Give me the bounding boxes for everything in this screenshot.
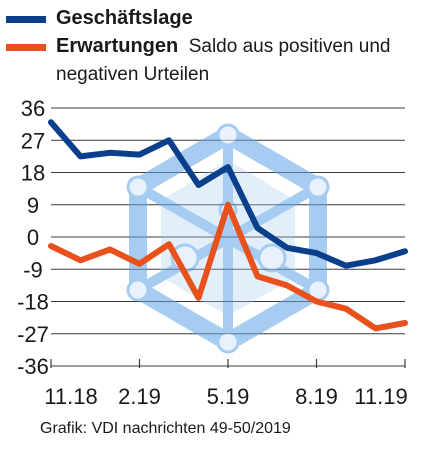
series-lines <box>48 119 408 332</box>
legend-label-geschaeftslage: Geschäftslage <box>56 7 193 29</box>
legend-item-erwartungen: Erwartungen Saldo aus positiven und nega… <box>6 32 420 89</box>
legend-note: Saldo aus positiven und negativen Urteil… <box>56 36 391 85</box>
y-tick-label: 18 <box>21 161 45 186</box>
y-tick-label: -36 <box>17 354 49 379</box>
source-credit: Grafik: VDI nachrichten 49-50/2019 <box>40 420 291 437</box>
y-tick-label: 27 <box>21 128 45 153</box>
x-tick-label: 5.19 <box>207 384 250 409</box>
x-tick-label: 2.19 <box>118 384 161 409</box>
y-tick-label: 36 <box>21 96 45 121</box>
y-tick-label: -18 <box>17 290 49 315</box>
x-tick-label: 11.19 <box>354 384 407 409</box>
x-tick-label: 11.18 <box>44 384 97 409</box>
legend-item-geschaeftslage: Geschäftslage <box>6 4 420 32</box>
network-hexagon-icon <box>126 123 330 354</box>
legend-swatch-geschaeftslage <box>6 16 46 23</box>
y-tick-label: 0 <box>27 225 39 250</box>
x-tick-label: 8.19 <box>295 384 338 409</box>
y-axis-ticks: 36 27 18 9 0 -9 -18 -27 -36 <box>17 96 49 379</box>
y-tick-label: 9 <box>27 193 39 218</box>
legend-swatch-erwartungen <box>6 44 46 51</box>
x-axis-ticks: 11.18 2.19 5.19 8.19 11.19 <box>44 359 408 409</box>
legend: Geschäftslage Erwartungen Saldo aus posi… <box>6 4 420 89</box>
y-tick-label: -9 <box>23 257 43 282</box>
y-tick-label: -27 <box>17 322 49 347</box>
legend-label-erwartungen: Erwartungen <box>56 35 179 57</box>
